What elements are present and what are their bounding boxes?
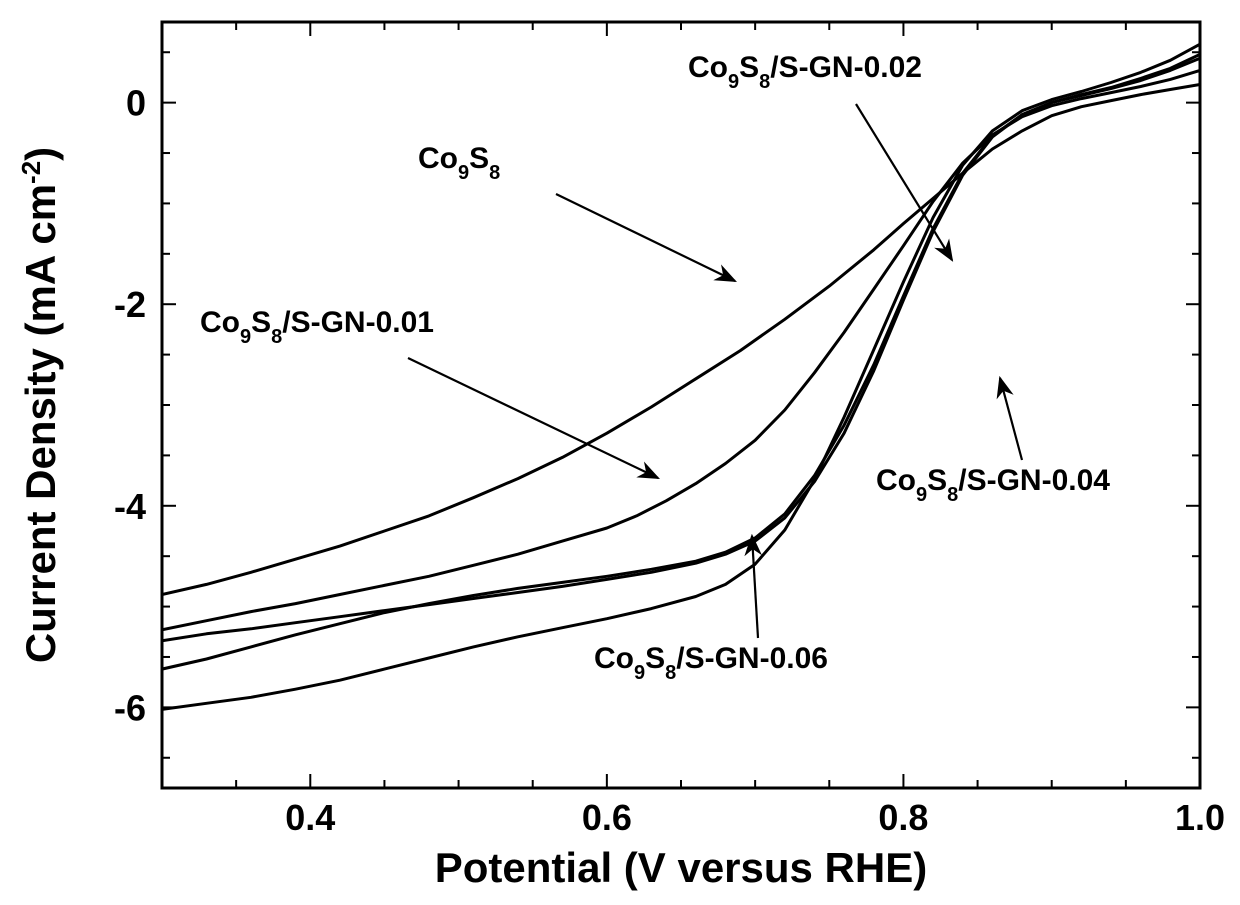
label-sgn004: Co9S8/S-GN-0.04 [876,464,1110,506]
arrow-sgn004 [1000,378,1022,460]
curve-S-GN-0.04 [162,44,1200,709]
arrow-co9s8 [556,194,735,281]
y-tick-label: -4 [114,486,146,527]
x-tick-label: 0.6 [582,797,632,838]
label-sgn006: Co9S8/S-GN-0.06 [594,642,828,684]
x-tick-label: 1.0 [1175,797,1225,838]
curve-Co9S8 [162,85,1200,595]
curve-S-GN-0.01 [162,70,1200,629]
chart-svg: 0.4 0.6 0.8 1.0 -6 -4 -2 0 Potential (V versus R… [0,0,1240,905]
label-sgn001: Co9S8/S-GN-0.01 [200,306,434,348]
label-co9s8: Co9S8 [418,142,500,184]
x-axis-label: Potential (V versus RHE) [435,844,927,891]
lsv-chart: 0.4 0.6 0.8 1.0 -6 -4 -2 0 Potential (V versus R… [0,0,1240,905]
y-tick-label: -2 [114,284,146,325]
y-axis-label: Current Density (mA cm-2) [16,147,64,663]
y-tick-label: -6 [114,687,146,728]
curves-group [162,44,1200,709]
x-tick-label: 0.8 [878,797,928,838]
arrow-sgn002 [856,104,952,260]
curve-S-GN-0.06 [162,54,1200,669]
y-tick-label: 0 [126,83,146,124]
arrow-sgn006 [752,536,758,638]
arrow-sgn001 [408,358,658,478]
x-tick-label: 0.4 [285,797,335,838]
label-sgn002: Co9S8/S-GN-0.02 [688,51,922,93]
